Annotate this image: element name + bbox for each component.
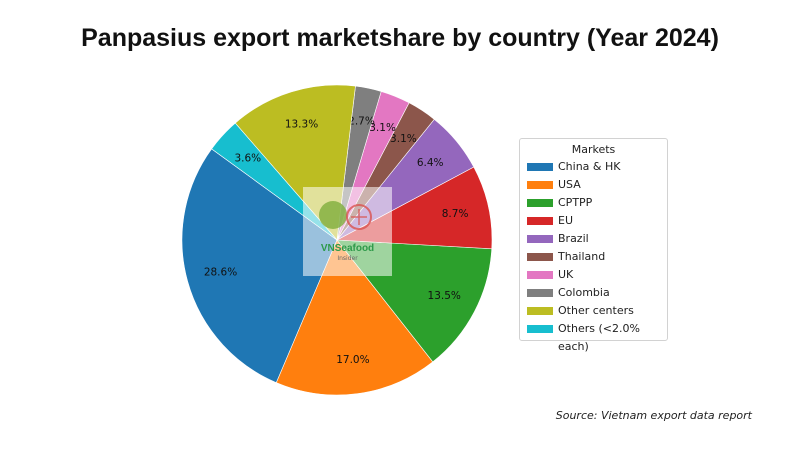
legend-item-5: Thailand: [520, 248, 667, 266]
legend-label-7: Colombia: [558, 286, 610, 299]
legend-label-5: Thailand: [558, 250, 606, 263]
legend-label-2: CPTPP: [558, 196, 593, 209]
legend-item-1: USA: [520, 176, 667, 194]
legend-item-4: Brazil: [520, 230, 667, 248]
legend-label-8: Other centers: [558, 304, 634, 317]
pie-slice-0: [181, 148, 338, 384]
watermark-brand: VNSeafood: [320, 243, 375, 254]
legend-label-4: Brazil: [558, 232, 589, 245]
legend-item-2: CPTPP: [520, 194, 667, 212]
legend-label-0: China & HK: [558, 160, 621, 173]
legend-swatch-6: [527, 271, 553, 279]
legend-label-1: USA: [558, 178, 581, 191]
legend-swatch-5: [527, 253, 553, 261]
chart-title: Panpasius export marketshare by country …: [81, 24, 719, 52]
legend-swatch-9: [527, 325, 553, 333]
legend-swatch-1: [527, 181, 553, 189]
legend-item-3: EU: [520, 212, 667, 230]
pie-slice-1: [275, 239, 434, 396]
legend-item-6: UK: [520, 266, 667, 284]
pie-label-5: 3.1%: [390, 133, 417, 145]
pie-label-9: 3.6%: [234, 152, 261, 164]
pie-label-7: 2.7%: [348, 116, 375, 128]
watermark-logo: VNSeafood Insider: [303, 187, 392, 276]
legend-label-6: UK: [558, 268, 574, 281]
legend-swatch-0: [527, 163, 553, 171]
pie-label-3: 8.7%: [442, 208, 469, 220]
legend: Markets China & HK USA CPTPP EU Brazil Thaila…: [519, 138, 668, 353]
pie-label-2: 13.5%: [428, 290, 461, 302]
legend-label-3: EU: [558, 214, 574, 227]
legend-item-0: China & HK: [520, 158, 667, 176]
legend-swatch-2: [527, 199, 553, 207]
legend-item-8: Other centers: [520, 302, 667, 320]
legend-swatch-4: [527, 235, 553, 243]
pie-label-0: 28.6%: [204, 266, 237, 278]
legend-item-7: Colombia: [520, 284, 667, 302]
legend-swatch-7: [527, 289, 553, 297]
pie-label-1: 17.0%: [336, 354, 369, 366]
legend-swatch-8: [527, 307, 553, 315]
fish-logo-icon: [319, 201, 372, 230]
watermark-sub: Insider: [337, 255, 358, 262]
legend-label-9: Others (<2.0% each): [558, 322, 640, 353]
legend-swatch-3: [527, 217, 553, 225]
pie-label-6: 3.1%: [369, 122, 396, 134]
pie-label-8: 13.3%: [285, 118, 318, 130]
legend-title: Markets: [571, 143, 616, 156]
legend-item-9: Others (<2.0% each): [520, 320, 667, 353]
source-note: Source: Vietnam export data report: [555, 409, 752, 422]
legend-items: China & HK USA CPTPP EU Brazil Thailand UK Colo…: [520, 158, 667, 353]
pie-label-4: 6.4%: [417, 157, 444, 169]
